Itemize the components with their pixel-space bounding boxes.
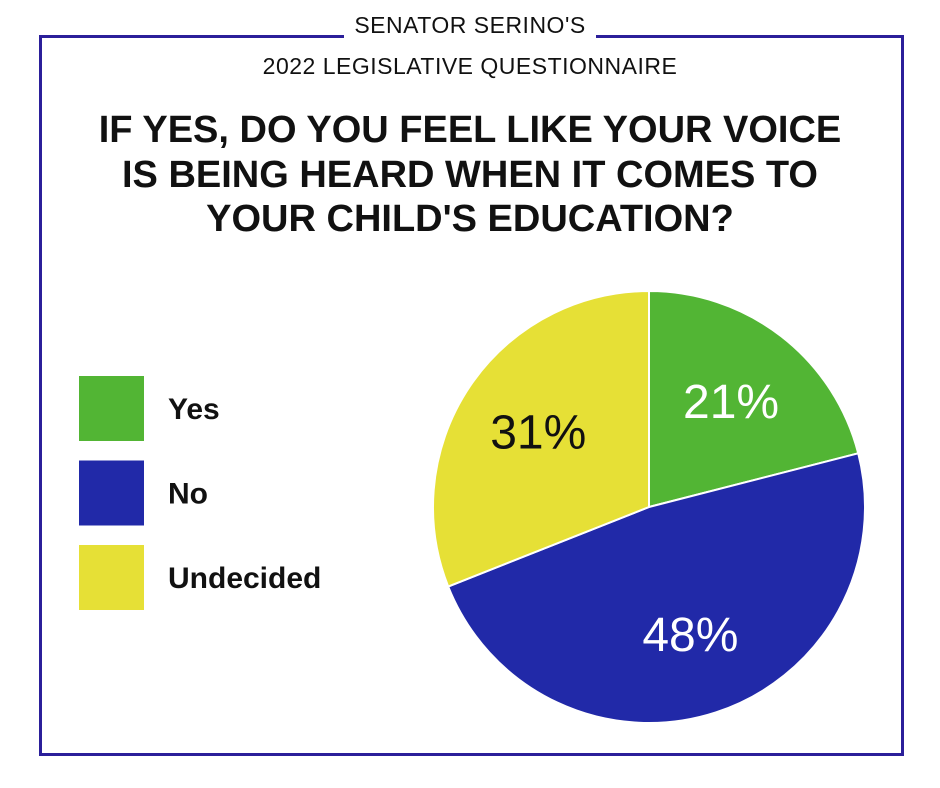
slice-label: 21% bbox=[683, 376, 779, 429]
pie-slice bbox=[648, 289, 860, 509]
header-line: SENATOR SERINO'S bbox=[0, 11, 940, 39]
chart-title: IF YES, DO YOU FEEL LIKE YOUR VOICE IS B… bbox=[98, 109, 842, 240]
legend-swatch bbox=[79, 376, 144, 441]
header-line: 2022 LEGISLATIVE QUESTIONNAIRE bbox=[0, 52, 940, 80]
header-text: 2022 LEGISLATIVE QUESTIONNAIRE bbox=[252, 53, 688, 79]
legend-label: No bbox=[168, 477, 208, 510]
pie-slice bbox=[432, 289, 650, 588]
header-text: SENATOR SERINO'S bbox=[344, 12, 596, 38]
legend-label: Undecided bbox=[168, 562, 321, 595]
slice-label: 31% bbox=[490, 406, 586, 459]
legend-swatch bbox=[79, 460, 144, 526]
pie-slice bbox=[446, 452, 866, 724]
legend-swatch bbox=[79, 545, 144, 610]
slice-label: 48% bbox=[642, 609, 738, 662]
legend-label: Yes bbox=[168, 393, 220, 426]
